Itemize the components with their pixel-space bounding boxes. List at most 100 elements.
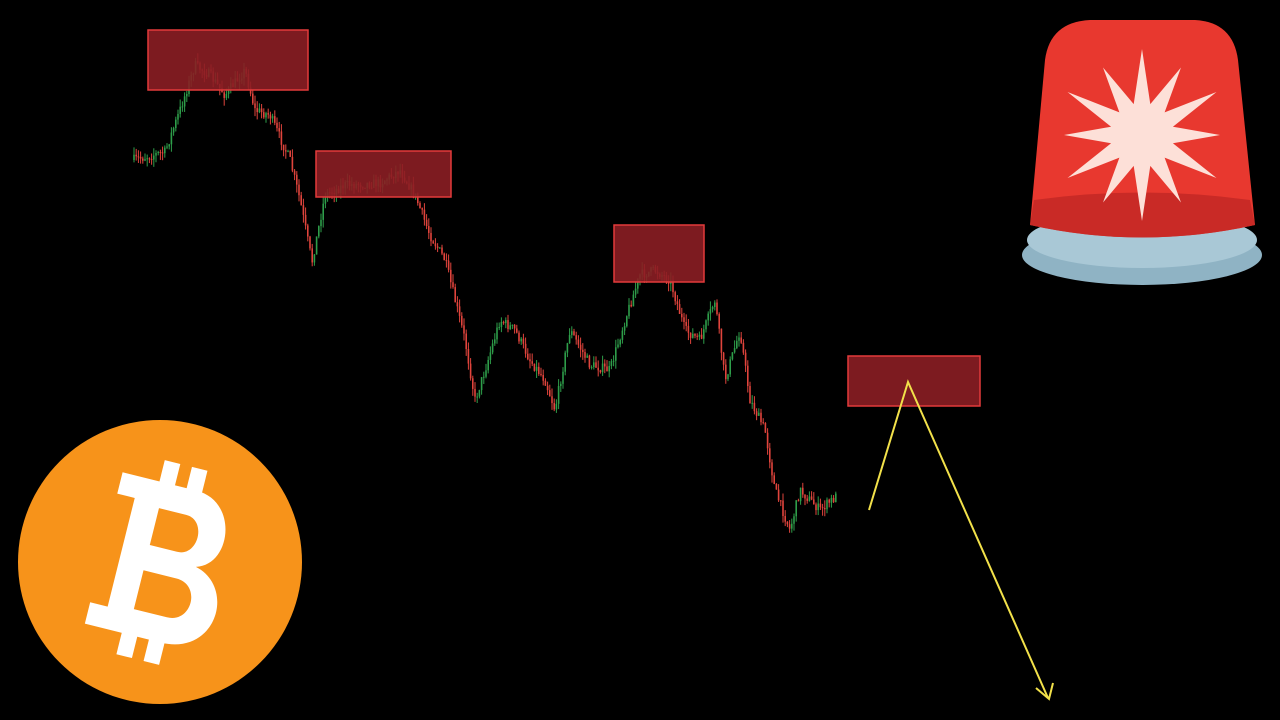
candle-body	[423, 209, 426, 220]
candle-body	[439, 247, 441, 249]
candle-body	[729, 359, 731, 375]
candle-body	[472, 378, 474, 389]
candle-body	[256, 108, 258, 113]
candle-body	[793, 516, 795, 524]
candle-body	[511, 324, 514, 326]
candle-body	[502, 321, 505, 324]
candle-body	[322, 203, 324, 220]
candle-body	[454, 287, 456, 303]
candle-body	[782, 500, 784, 517]
candle-body	[606, 366, 608, 372]
candle-body	[265, 113, 267, 118]
candle-body	[533, 363, 536, 371]
candle-body	[313, 254, 316, 263]
candle-body	[758, 412, 760, 416]
candle-body	[282, 144, 285, 151]
candle-body	[225, 93, 228, 98]
candle-body	[773, 475, 775, 484]
candle-body	[755, 411, 758, 416]
candle-body	[296, 174, 298, 185]
candle-body	[474, 388, 476, 397]
candle-body	[608, 365, 610, 372]
candle-body	[689, 332, 692, 338]
candle-body	[159, 152, 162, 154]
candle-body	[461, 315, 463, 326]
candle-body	[507, 320, 509, 330]
candle-body	[819, 503, 822, 508]
candle-body	[777, 489, 780, 501]
candle-body	[478, 390, 481, 397]
candle-body	[718, 314, 720, 329]
candle-body	[302, 205, 305, 215]
candle-body	[733, 348, 736, 353]
candle-body	[579, 344, 582, 350]
candle-body	[595, 362, 597, 368]
candle-body	[170, 132, 173, 145]
candle-body	[744, 352, 747, 366]
candle-body	[291, 156, 294, 171]
candle-body	[181, 106, 184, 108]
candle-body	[252, 93, 254, 104]
resistance-zone-4	[847, 355, 981, 407]
candle-body	[586, 355, 588, 358]
candle-body	[463, 325, 465, 334]
candle-body	[513, 324, 516, 329]
candle-body	[494, 339, 496, 344]
candle-body	[531, 361, 533, 364]
candle-body	[434, 243, 437, 247]
candle-body	[696, 335, 698, 337]
candle-body	[634, 288, 637, 295]
resistance-zone-3	[613, 224, 705, 283]
candle-body	[815, 504, 817, 511]
candle-body	[540, 373, 542, 376]
candle-body	[685, 322, 687, 326]
candle-body	[835, 493, 837, 503]
candle-body	[593, 362, 595, 368]
candle-body	[802, 487, 804, 495]
candle-body	[500, 321, 503, 328]
candle-body	[568, 334, 571, 344]
candle-body	[692, 333, 694, 338]
candle-body	[445, 260, 448, 262]
candle-body	[824, 508, 826, 510]
candle-body	[817, 503, 819, 511]
candle-body	[771, 462, 773, 476]
candle-body	[797, 500, 800, 502]
candle-body	[223, 92, 225, 98]
candle-body	[573, 331, 575, 336]
candle-body	[707, 313, 709, 321]
candle-body	[810, 496, 813, 500]
candle-body	[619, 339, 621, 345]
candle-body	[164, 147, 166, 154]
candle-body	[293, 170, 296, 175]
candle-body	[542, 375, 544, 381]
candle-body	[621, 330, 624, 340]
candle-body	[287, 150, 289, 152]
candle-body	[432, 241, 434, 244]
candle-body	[476, 396, 478, 398]
candle-body	[791, 523, 793, 529]
candle-body	[289, 150, 291, 157]
candle-body	[452, 282, 454, 288]
candle-body	[157, 152, 159, 154]
candle-body	[808, 496, 811, 501]
candle-body	[681, 313, 683, 318]
candle-body	[830, 497, 833, 503]
candle-body	[304, 214, 307, 226]
candle-body	[148, 158, 151, 160]
candle-body	[577, 339, 580, 345]
candle-body	[498, 327, 500, 329]
candle-body	[551, 396, 553, 404]
candle-body	[150, 158, 153, 160]
candle-body	[538, 366, 540, 374]
candle-body	[480, 377, 483, 391]
projection-arrow-icon	[868, 379, 1054, 701]
candle-body	[674, 292, 676, 302]
candle-body	[274, 116, 276, 123]
siren-alarm-icon	[1022, 20, 1262, 285]
candle-body	[258, 108, 261, 113]
candle-body	[450, 269, 452, 283]
candle-body	[610, 361, 613, 366]
candle-body	[687, 325, 690, 333]
